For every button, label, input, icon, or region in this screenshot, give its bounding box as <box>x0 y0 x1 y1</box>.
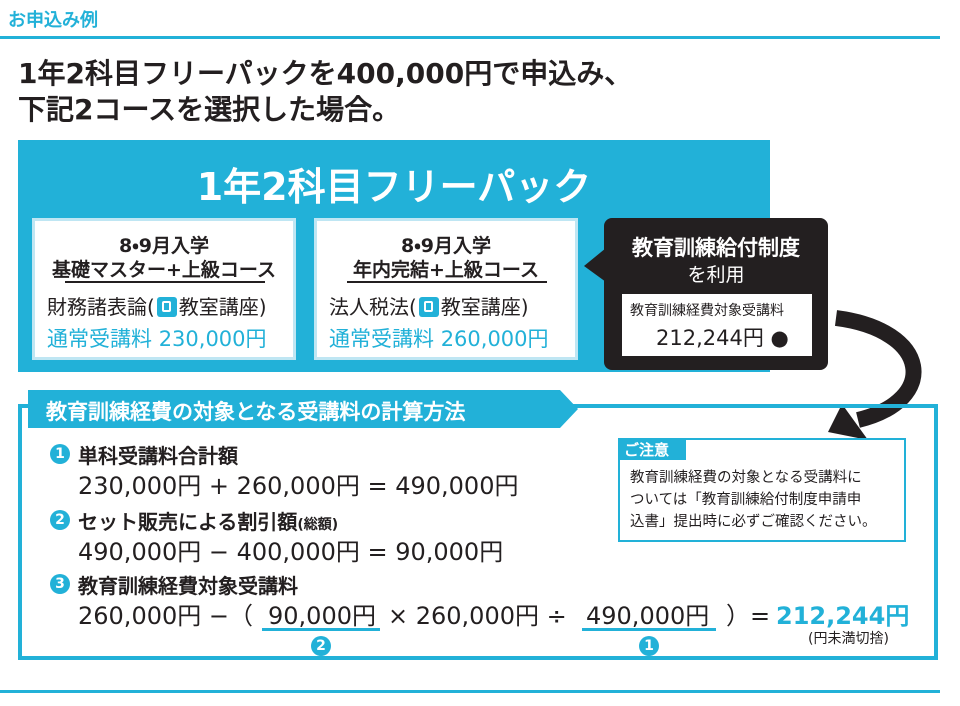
arrow-head <box>828 404 868 440</box>
ref-marker: 2 <box>311 636 331 656</box>
calc-tab <box>28 390 578 428</box>
benefit-subtitle: を利用 <box>687 264 745 286</box>
title: セット販売による割引額 <box>78 510 298 534</box>
underline <box>262 628 380 631</box>
tab-shape <box>28 390 578 428</box>
benefit-amount: 212,244円 ● <box>656 322 789 352</box>
marker: ● <box>770 326 789 350</box>
fee: 260,000円 <box>440 327 549 351</box>
step-number: 1 <box>50 444 70 464</box>
course-intake: 8・9月入学 <box>119 235 209 257</box>
course-subject: 法人税法( 教室講座) <box>329 291 529 320</box>
caution-line: ついては「教育訓練給付制度申請申 <box>630 492 862 508</box>
step-formula: 490,000円 − 400,000円 = 90,000円 <box>78 538 504 566</box>
fee-label: 通常受講料 <box>47 327 152 351</box>
benefit-inner <box>622 294 812 356</box>
course-name: 年内完結+上級コース <box>353 259 539 281</box>
underline <box>582 628 716 631</box>
amount: 212,244円 <box>656 326 764 350</box>
ref-marker: 1 <box>639 636 659 656</box>
title-note: (総額) <box>297 517 339 533</box>
step-title: 単科受講料合計額 <box>78 444 238 468</box>
classroom-icon <box>156 297 177 317</box>
pack-title: 1年2科目フリーパック <box>196 165 592 209</box>
classroom-icon <box>418 297 439 317</box>
benefit-title: 教育訓練給付制度 <box>632 236 800 260</box>
calc-title: 教育訓練経費の対象となる受講料の計算方法 <box>46 400 466 424</box>
section-label: お申込み例 <box>8 10 98 31</box>
step-title: 教育訓練経費対象受講料 <box>78 574 298 598</box>
underline <box>65 281 265 283</box>
caution-tab <box>618 438 686 460</box>
course-card: 8・9月入学 基礎マスター+上級コース 財務諸表論( 教室講座) 通常受講料 23… <box>32 218 296 360</box>
footnote: (円未満切捨) <box>808 631 889 647</box>
headline: 下記2コースを選択した場合。 <box>18 93 401 126</box>
course-name: 基礎マスター+上級コース <box>52 259 276 281</box>
formula-part: 90,000円 <box>268 602 376 630</box>
course-card: 8・9月入学 年内完結+上級コース 法人税法( 教室講座) 通常受講料 260,0… <box>314 218 578 360</box>
headline: 1年2科目フリーパックを400,000円で申込み、 <box>18 57 633 90</box>
step-formula: 230,000円 + 260,000円 = 490,000円 <box>78 472 519 500</box>
step-number: 2 <box>50 510 70 530</box>
fee: 230,000円 <box>158 327 267 351</box>
step-number: 3 <box>50 574 70 594</box>
fee-label: 通常受講料 <box>329 327 434 351</box>
mode: 教室講座) <box>178 295 267 319</box>
course-subject: 財務諸表論( 教室講座) <box>47 291 267 320</box>
course-intake: 8・9月入学 <box>401 235 491 257</box>
formula-result: 212,244円 <box>776 602 910 630</box>
subject: 法人税法( <box>329 295 417 319</box>
mode: 教室講座) <box>440 295 529 319</box>
step-title: セット販売による割引額(総額) <box>78 506 338 535</box>
rule <box>0 690 940 693</box>
pointer <box>584 248 606 282</box>
arrow <box>834 310 922 428</box>
subject: 財務諸表論( <box>47 295 155 319</box>
underline <box>347 281 547 283</box>
course-fee: 通常受講料 260,000円 <box>329 323 549 353</box>
caution-line: 込書」提出時に必ずご確認ください。 <box>630 514 877 530</box>
benefit-label: 教育訓練経費対象受講料 <box>630 303 784 319</box>
caution-line: 教育訓練経費の対象となる受講料に <box>630 470 862 486</box>
caution-label: ご注意 <box>624 441 670 459</box>
formula-part: × 260,000円 ÷ <box>388 602 567 630</box>
course-fee: 通常受講料 230,000円 <box>47 323 267 353</box>
formula-part: ）= <box>726 602 771 630</box>
caution-box <box>618 438 906 542</box>
formula-part: 260,000円 −（ <box>78 602 253 630</box>
formula-part: 490,000円 <box>586 602 710 630</box>
rule <box>0 36 940 39</box>
